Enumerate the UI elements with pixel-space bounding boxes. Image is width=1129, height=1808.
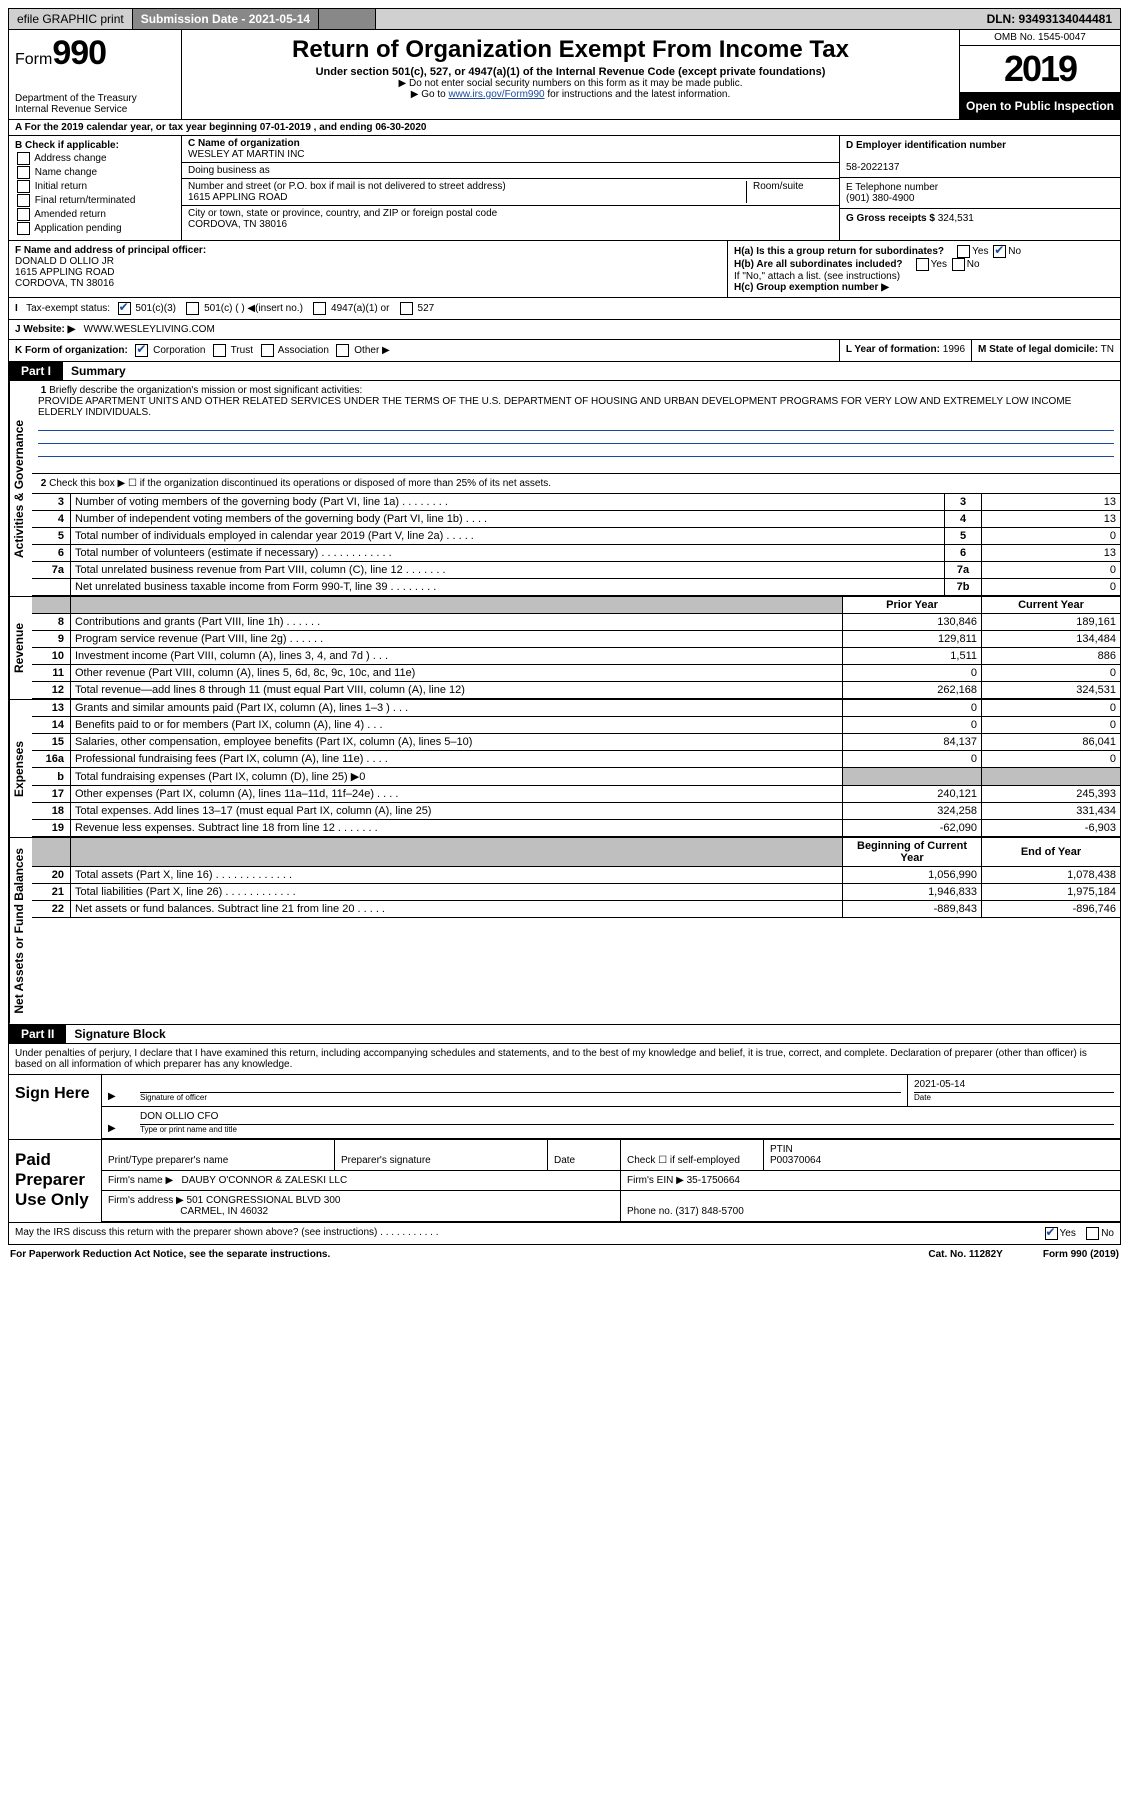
form-title: Return of Organization Exempt From Incom… bbox=[188, 36, 953, 64]
org-city: CORDOVA, TN 38016 bbox=[188, 219, 287, 230]
part-2-header: Part II Signature Block bbox=[8, 1025, 1121, 1044]
section-governance: Activities & Governance 1 Briefly descri… bbox=[8, 381, 1121, 597]
page-footer: For Paperwork Reduction Act Notice, see … bbox=[8, 1245, 1121, 1264]
tab-governance: Activities & Governance bbox=[9, 381, 32, 596]
org-info-block: B Check if applicable: Address change Na… bbox=[8, 136, 1121, 241]
governance-table: 3Number of voting members of the governi… bbox=[32, 494, 1120, 596]
col-b-checkboxes: B Check if applicable: Address change Na… bbox=[9, 136, 182, 240]
net-assets-table: Beginning of Current Year End of Year 20… bbox=[32, 838, 1120, 918]
gross-receipts: 324,531 bbox=[938, 213, 974, 224]
instructions-link[interactable]: www.irs.gov/Form990 bbox=[448, 89, 544, 100]
blank-button[interactable] bbox=[319, 9, 376, 29]
mission-text: PROVIDE APARTMENT UNITS AND OTHER RELATE… bbox=[38, 396, 1071, 418]
officer-group-block: F Name and address of principal officer:… bbox=[8, 241, 1121, 298]
tab-net-assets: Net Assets or Fund Balances bbox=[9, 838, 32, 1024]
top-bar: efile GRAPHIC print Submission Date - 20… bbox=[8, 8, 1121, 30]
part-1-header: Part I Summary bbox=[8, 362, 1121, 381]
open-inspection-badge: Open to Public Inspection bbox=[960, 93, 1120, 119]
paid-preparer-block: Paid Preparer Use Only Print/Type prepar… bbox=[8, 1140, 1121, 1223]
section-expenses: Expenses 13Grants and similar amounts pa… bbox=[8, 700, 1121, 838]
omb-number: OMB No. 1545-0047 bbox=[960, 30, 1120, 46]
form-subtitle: Under section 501(c), 527, or 4947(a)(1)… bbox=[188, 66, 953, 78]
website-value: WWW.WESLEYLIVING.COM bbox=[84, 324, 215, 335]
form-number: Form990 bbox=[15, 34, 175, 73]
row-a-tax-year: A For the 2019 calendar year, or tax yea… bbox=[8, 120, 1121, 136]
signature-declaration: Under penalties of perjury, I declare th… bbox=[8, 1044, 1121, 1075]
efile-label: efile GRAPHIC print bbox=[9, 9, 133, 29]
irs-label: Internal Revenue Service bbox=[15, 104, 127, 115]
revenue-table: Prior Year Current Year 8Contributions a… bbox=[32, 597, 1120, 699]
org-address: 1615 APPLING ROAD bbox=[188, 192, 288, 203]
dept-label: Department of the Treasury bbox=[15, 93, 137, 104]
submission-date-button[interactable]: Submission Date - 2021-05-14 bbox=[133, 9, 319, 29]
sign-here-block: Sign Here ▶ Signature of officer 2021-05… bbox=[8, 1075, 1121, 1140]
expenses-table: 13Grants and similar amounts paid (Part … bbox=[32, 700, 1120, 837]
org-name: WESLEY AT MARTIN INC bbox=[188, 149, 305, 160]
section-net-assets: Net Assets or Fund Balances Beginning of… bbox=[8, 838, 1121, 1025]
discuss-row: May the IRS discuss this return with the… bbox=[8, 1223, 1121, 1245]
tab-expenses: Expenses bbox=[9, 700, 32, 837]
tab-revenue: Revenue bbox=[9, 597, 32, 699]
ein-value: 58-2022137 bbox=[846, 162, 899, 173]
form-header: Form990 Department of the Treasury Inter… bbox=[8, 30, 1121, 120]
tax-year: 2019 bbox=[960, 46, 1120, 93]
form-note-1: ▶ Do not enter social security numbers o… bbox=[188, 78, 953, 89]
website-row: J Website: ▶ WWW.WESLEYLIVING.COM bbox=[8, 320, 1121, 340]
phone-value: (901) 380-4900 bbox=[846, 193, 914, 204]
klm-row: K Form of organization: Corporation Trus… bbox=[8, 340, 1121, 362]
dln-label: DLN: 93493134044481 bbox=[979, 9, 1120, 29]
section-revenue: Revenue Prior Year Current Year 8Contrib… bbox=[8, 597, 1121, 700]
tax-exempt-row: I Tax-exempt status: 501(c)(3) 501(c) ( … bbox=[8, 298, 1121, 320]
form-note-2: ▶ Go to www.irs.gov/Form990 for instruct… bbox=[188, 89, 953, 100]
